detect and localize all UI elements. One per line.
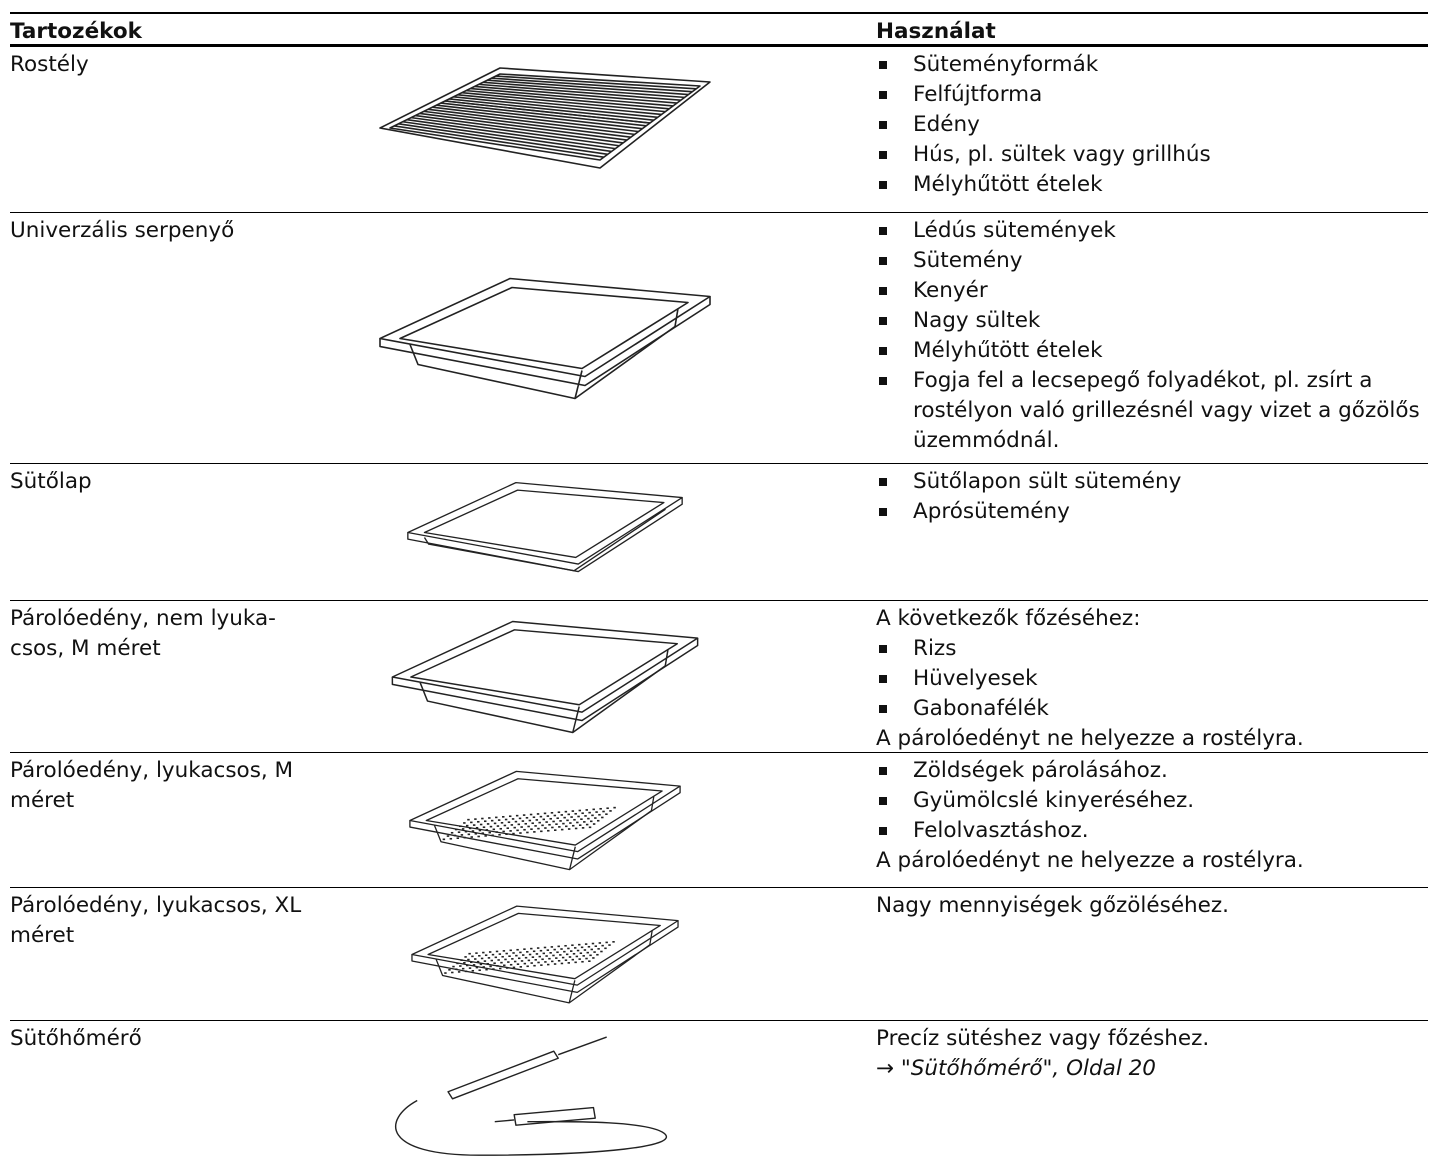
usage-item: Mélyhűtött ételek	[876, 336, 1428, 366]
name-line: Rostély	[10, 52, 89, 77]
accessory-name: Párolóedény, lyukacsos, M méret	[10, 756, 355, 816]
name-line: Párolóedény, lyukacsos, XL	[10, 893, 302, 918]
usage: Süteményformák Felfújtforma Edény Hús, pl. …	[876, 50, 1428, 200]
usage: Nagy mennyiségek gőzöléséhez.	[876, 891, 1428, 921]
name-line: méret	[10, 923, 75, 948]
column-header: Használat	[876, 19, 996, 44]
accessory-image	[360, 466, 730, 605]
accessory-illustration	[379, 277, 711, 400]
usage-item: Edény	[876, 110, 1428, 140]
usage-item: Rizs	[876, 634, 1428, 664]
usage-item: Hús, pl. sültek vagy grillhús	[876, 140, 1428, 170]
accessory-illustration	[411, 905, 679, 1004]
accessory-name: Rostély	[10, 50, 355, 80]
accessory-image	[360, 1023, 730, 1170]
accessory-illustration	[395, 1036, 667, 1156]
name-line: Sütőhőmérő	[10, 1026, 142, 1051]
name-line: Sütőlap	[10, 469, 92, 494]
usage-text: Precíz sütéshez vagy főzéshez.	[876, 1026, 1210, 1051]
usage-item: Felolvasztáshoz.	[876, 816, 1428, 846]
name-line: Párolóedény, nem lyuka-	[10, 606, 276, 631]
usage-item: Aprósütemény	[876, 497, 1428, 527]
accessory-image	[360, 49, 730, 217]
cross-reference[interactable]: → "Sütőhőmérő", Oldal 20	[876, 1056, 1156, 1081]
accessory-image	[360, 215, 730, 468]
usage-item: Kenyér	[876, 276, 1428, 306]
accessory-name: Univerzális serpenyő	[10, 216, 355, 246]
usage: A következők főzéséhez: Rizs Hüvelyesek Gab…	[876, 604, 1428, 754]
name-line: csos, M méret	[10, 636, 161, 661]
usage-item: Süteményformák	[876, 50, 1428, 80]
usage-item: Lédús sütemények	[876, 216, 1428, 246]
table-row: Sütőhőmérő Precíz sütéshez vagy főzéshez.…	[10, 1020, 1428, 1165]
accessory-illustration	[379, 67, 711, 169]
column-header: Tartozékok	[10, 19, 142, 44]
usage-item: Gyümölcslé kinyeréséhez.	[876, 786, 1428, 816]
usage: Lédús sütemények Sütemény Kenyér Nagy sülte…	[876, 216, 1428, 456]
usage-text: A párolóedényt ne helyezze a rostélyra.	[876, 726, 1304, 751]
accessory-table: Tartozékok Használat Rostély Süteményform…	[10, 12, 1428, 1165]
accessory-name: Párolóedény, nem lyuka-csos, M méret	[10, 604, 355, 664]
accessory-image	[360, 890, 730, 1025]
accessory-name: Sütőlap	[10, 467, 355, 497]
table-row: Rostély Süteményformák Felfújtforma Edény Hú…	[10, 46, 1428, 212]
accessory-name: Párolóedény, lyukacsos, XL méret	[10, 891, 355, 951]
usage-text: Nagy mennyiségek gőzöléséhez.	[876, 893, 1230, 918]
accessory-image	[360, 755, 730, 892]
usage-item: Zöldségek párolásához.	[876, 756, 1428, 786]
table-row: Párolóedény, lyukacsos, M méret Zöldségek …	[10, 752, 1428, 887]
accessory-illustration	[409, 770, 681, 871]
table-row: Párolóedény, nem lyuka-csos, M méret A kö…	[10, 600, 1428, 752]
usage-item: Sütőlapon sült sütemény	[876, 467, 1428, 497]
usage: Precíz sütéshez vagy főzéshez. → "Sütőhőm…	[876, 1024, 1428, 1084]
table-row: Univerzális serpenyő Lédús sütemények Süte…	[10, 212, 1428, 463]
accessory-image	[360, 603, 730, 757]
usage: Sütőlapon sült sütemény Aprósütemény	[876, 467, 1428, 527]
table-header: Tartozékok Használat	[10, 12, 1428, 46]
usage-item: Fogja fel a lecsepegő folyadékot, pl. zs…	[876, 366, 1428, 456]
accessory-name: Sütőhőmérő	[10, 1024, 355, 1054]
usage-item: Hüvelyesek	[876, 664, 1428, 694]
accessory-illustration	[391, 620, 699, 734]
usage-text: A következők főzéséhez:	[876, 606, 1141, 631]
name-line: Párolóedény, lyukacsos, M	[10, 758, 294, 783]
accessory-illustration	[407, 481, 683, 573]
table-row: Párolóedény, lyukacsos, XL méret Nagy menn…	[10, 887, 1428, 1020]
usage-text: A párolóedényt ne helyezze a rostélyra.	[876, 848, 1304, 873]
usage-item: Felfújtforma	[876, 80, 1428, 110]
name-line: Univerzális serpenyő	[10, 218, 235, 243]
usage-item: Mélyhűtött ételek	[876, 170, 1428, 200]
usage-item: Nagy sültek	[876, 306, 1428, 336]
usage-item: Sütemény	[876, 246, 1428, 276]
table-row: Sütőlap Sütőlapon sült sütemény Aprósütemé…	[10, 463, 1428, 600]
usage-item: Gabonafélék	[876, 694, 1428, 724]
name-line: méret	[10, 788, 75, 813]
usage: Zöldségek párolásához. Gyümölcslé kinyeré…	[876, 756, 1428, 876]
